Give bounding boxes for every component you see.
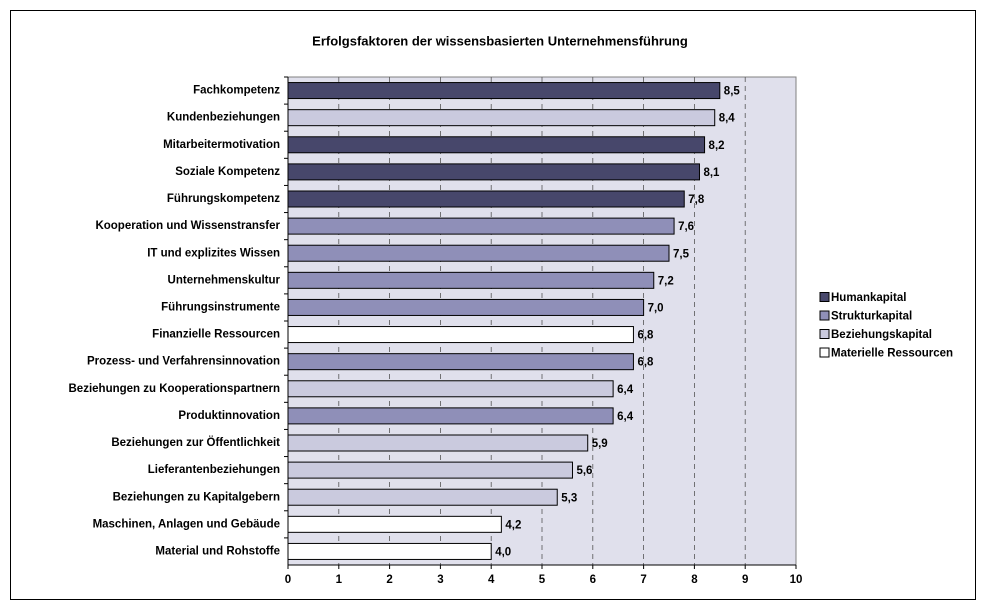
x-tick-label: 2 [386, 574, 392, 586]
legend-label: Humankapital [831, 292, 906, 304]
x-tick-label: 3 [437, 574, 443, 586]
x-tick-label: 4 [488, 574, 495, 586]
y-tick-label: Beziehungen zu Kapitalgebern [113, 491, 280, 503]
bar [287, 380, 614, 398]
data-label: 7,0 [648, 302, 664, 314]
legend-label: Materielle Ressourcen [831, 348, 953, 360]
bar [287, 488, 558, 506]
y-tick-label: Produktinnovation [178, 410, 280, 422]
y-tick-label: IT und explizites Wissen [147, 247, 280, 259]
bar [287, 298, 645, 316]
x-tick-label: 6 [590, 574, 596, 586]
data-label: 5,3 [561, 492, 577, 504]
y-tick-label: Kooperation und Wissenstransfer [95, 220, 280, 232]
y-tick-label: Kundenbeziehungen [167, 112, 280, 124]
legend-swatch [819, 329, 830, 339]
bar [287, 461, 573, 479]
bar [287, 136, 706, 154]
bar [287, 407, 614, 425]
data-label: 6,8 [637, 357, 654, 369]
data-label: 8,2 [709, 140, 725, 152]
data-label: 8,1 [703, 167, 720, 179]
bar [287, 434, 589, 452]
x-tick-label: 10 [790, 574, 803, 586]
data-label: 8,4 [719, 113, 736, 125]
bar [287, 271, 655, 289]
bar [287, 542, 492, 560]
y-tick-label: Material und Rohstoffe [155, 545, 280, 557]
y-tick-label: Mitarbeitermotivation [163, 139, 280, 151]
data-label: 7,2 [658, 275, 674, 287]
data-label: 6,4 [617, 411, 634, 423]
y-tick-label: Soziale Kompetenz [175, 166, 280, 178]
data-label: 7,5 [673, 248, 690, 260]
bar [287, 515, 502, 533]
legend-label: Beziehungskapital [831, 329, 932, 341]
x-tick-label: 1 [336, 574, 343, 586]
y-tick-label: Unternehmenskultur [168, 274, 281, 286]
data-label: 5,9 [592, 438, 608, 450]
y-tick-label: Prozess- und Verfahrensinnovation [87, 356, 280, 368]
bar [287, 82, 721, 100]
chart-title: Erfolgsfaktoren der wissensbasierten Unt… [312, 33, 688, 48]
y-tick-label: Beziehungen zur Öffentlichkeit [111, 436, 280, 449]
data-label: 5,6 [576, 465, 592, 477]
y-tick-label: Finanzielle Ressourcen [152, 329, 280, 341]
data-label: 4,0 [495, 546, 511, 558]
legend-swatch [819, 292, 830, 302]
bar [287, 163, 700, 181]
x-tick-label: 9 [742, 574, 748, 586]
bar [287, 326, 634, 344]
x-tick-label: 0 [285, 574, 291, 586]
legend-swatch [819, 347, 830, 358]
bar [287, 353, 634, 371]
y-tick-label: Beziehungen zu Kooperationspartnern [69, 383, 281, 395]
y-tick-label: Führungskompetenz [167, 193, 280, 205]
data-label: 7,6 [678, 221, 694, 233]
bar [287, 244, 670, 262]
y-tick-label: Lieferantenbeziehungen [148, 464, 280, 476]
bar [287, 190, 685, 208]
y-tick-label: Führungsinstrumente [161, 301, 280, 313]
x-tick-label: 5 [539, 574, 546, 586]
x-tick-label: 8 [691, 574, 698, 586]
data-label: 7,8 [688, 194, 705, 206]
bar [287, 217, 675, 235]
data-label: 6,8 [637, 330, 654, 342]
data-label: 8,5 [724, 86, 741, 98]
data-label: 4,2 [505, 519, 521, 531]
data-label: 6,4 [617, 384, 634, 396]
y-tick-label: Fachkompetenz [193, 85, 280, 97]
y-tick-label: Maschinen, Anlagen und Gebäude [93, 518, 280, 530]
bar [287, 109, 716, 127]
legend-label: Strukturkapital [831, 311, 912, 323]
legend-swatch [819, 310, 830, 321]
x-tick-label: 7 [640, 574, 646, 586]
